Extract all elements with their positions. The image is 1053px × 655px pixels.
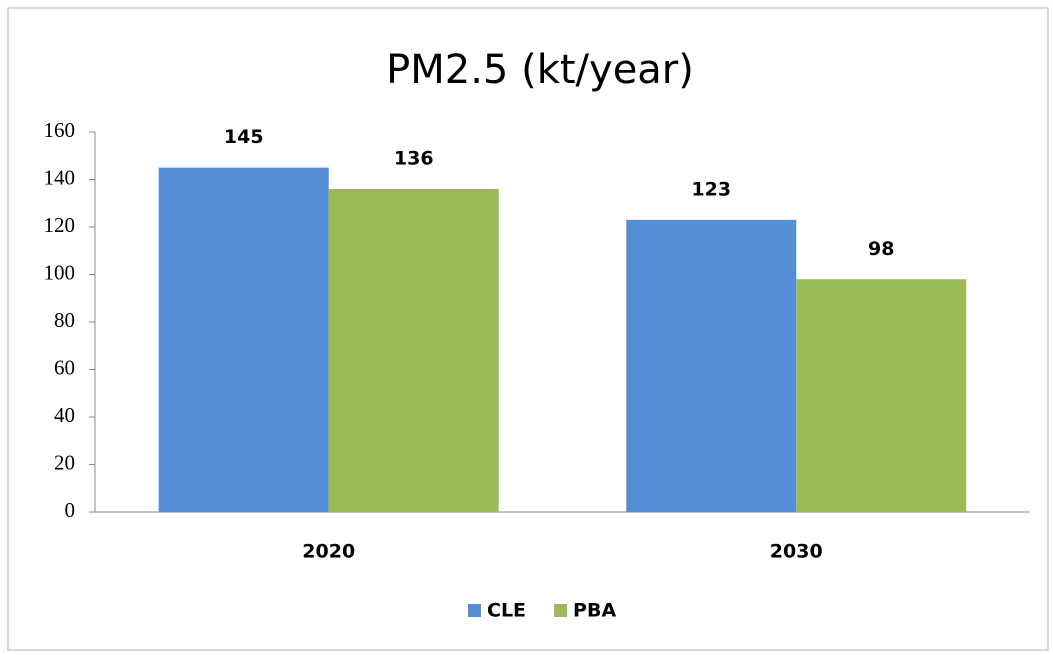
legend-swatch	[554, 604, 568, 617]
bar	[796, 279, 967, 512]
x-tick-label: 2030	[770, 541, 823, 563]
bar	[626, 219, 797, 512]
bar	[158, 167, 329, 512]
chart-title: PM2.5 (kt/year)	[386, 47, 694, 93]
legend-label: PBA	[573, 600, 616, 622]
y-tick-label: 100	[44, 260, 76, 284]
y-tick-label: 120	[44, 213, 76, 237]
y-tick-label: 40	[54, 403, 75, 427]
data-label: 98	[868, 238, 894, 260]
x-tick-label: 2020	[302, 541, 355, 563]
legend-label: CLE	[487, 600, 526, 622]
data-label: 136	[394, 148, 434, 170]
bar	[328, 189, 499, 512]
y-tick-label: 60	[54, 355, 75, 379]
legend-swatch	[468, 604, 481, 617]
y-tick-label: 160	[44, 118, 76, 142]
data-label: 123	[691, 178, 731, 200]
y-tick-label: 80	[54, 308, 75, 332]
y-tick-label: 140	[44, 165, 76, 189]
y-tick-label: 0	[65, 498, 76, 522]
data-label: 145	[224, 126, 264, 148]
y-tick-label: 20	[54, 450, 75, 474]
